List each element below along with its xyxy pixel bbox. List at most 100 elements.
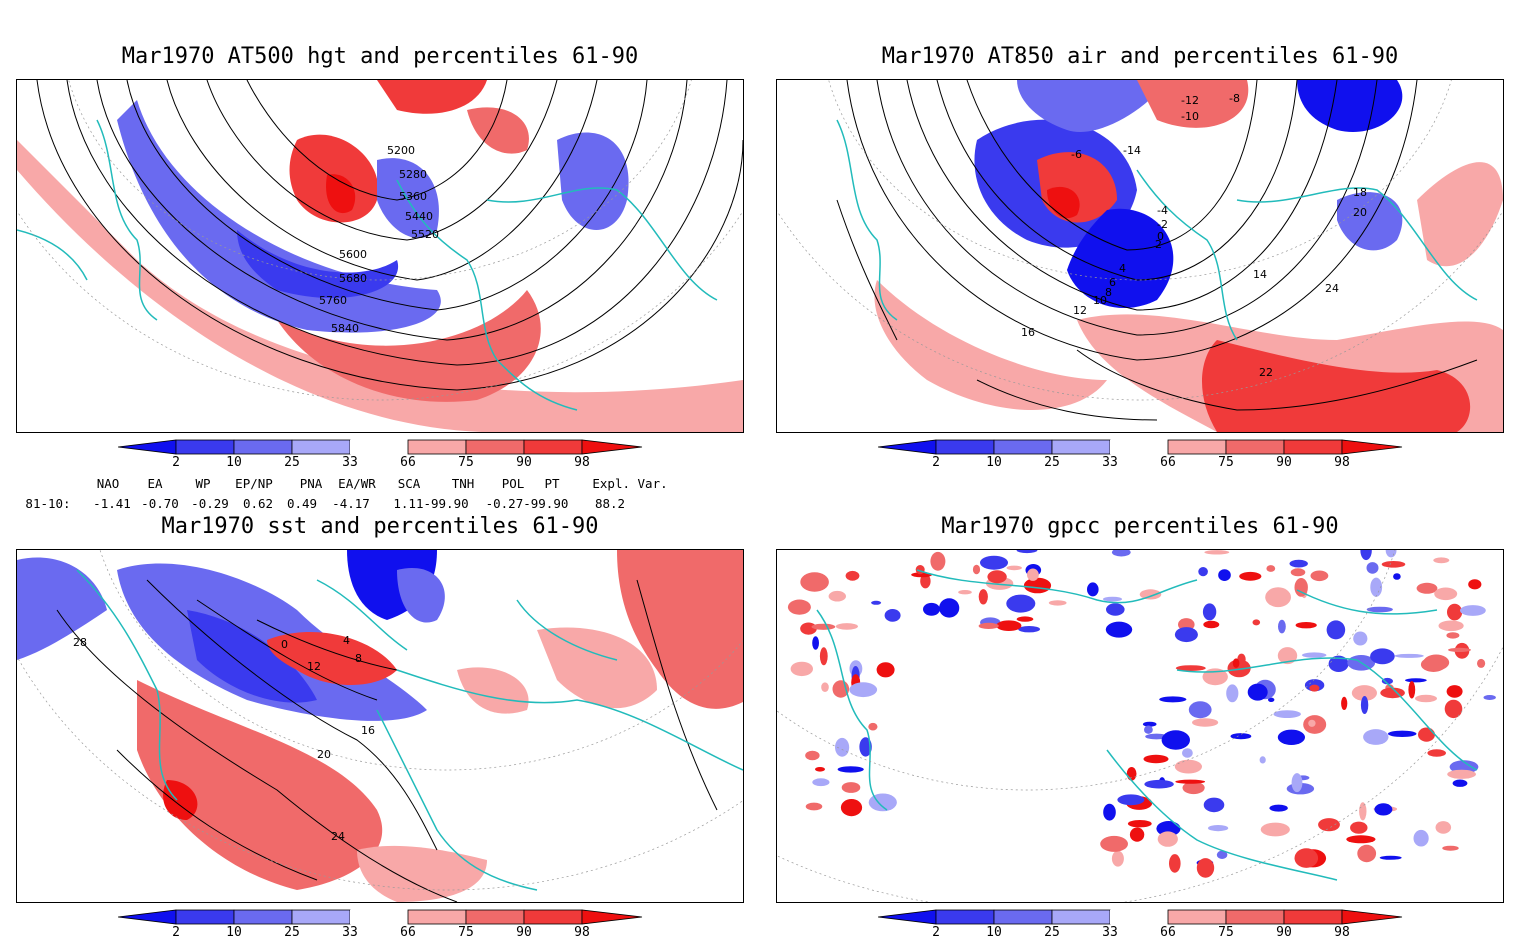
precip-anomaly-blob <box>1363 729 1389 745</box>
precip-anomaly-blob <box>1204 550 1230 555</box>
colorbar-tick-label: 10 <box>986 925 1002 940</box>
contour-label: 5600 <box>339 248 367 261</box>
colorbar-tick-label: 90 <box>516 925 532 940</box>
colorbar-segment <box>1110 440 1168 454</box>
precip-anomaly-blob <box>920 573 931 589</box>
contour-label: 12 <box>1073 304 1087 317</box>
colorbar-segment <box>1341 909 1403 925</box>
colorbar-segment <box>407 909 467 925</box>
precip-anomaly-blob <box>1216 850 1228 859</box>
coastlines <box>836 119 1478 341</box>
colorbar-segment <box>233 909 293 925</box>
precip-anomaly-blob <box>1156 821 1181 837</box>
precip-anomaly-blob <box>1290 568 1306 577</box>
precip-anomaly-blob <box>1006 594 1036 613</box>
colorbar-tick-label: 2 <box>172 925 180 940</box>
colorbar-segment <box>1167 439 1227 455</box>
colorbar-tick-label: 98 <box>1334 925 1350 940</box>
index-header: EP/NP <box>235 476 273 491</box>
contour-labels: 5200 5280 5360 5440 5520 5600 5680 5760 … <box>319 144 439 335</box>
colorbar-tick-label: 10 <box>986 455 1002 470</box>
precip-anomaly-blob <box>1360 550 1372 561</box>
precip-anomaly-blob <box>876 662 895 678</box>
contour-label: 10 <box>1093 294 1107 307</box>
precip-anomaly-blob <box>1175 779 1206 784</box>
colorbar-tick-label: 25 <box>1044 925 1060 940</box>
index-value: -4.17 <box>332 496 370 511</box>
precip-anomaly-blob <box>1192 718 1219 727</box>
index-header: PNA <box>299 476 323 491</box>
contour-label: 12 <box>307 660 321 673</box>
colorbar-segment <box>1051 909 1111 925</box>
precip-anomaly-blob <box>1328 655 1349 672</box>
map-panel-gpcc <box>776 549 1504 903</box>
precip-anomaly-blob <box>1103 803 1116 821</box>
contour-label: 5520 <box>411 228 439 241</box>
percentile-shading <box>17 550 743 902</box>
precip-anomaly-blob <box>1291 773 1303 793</box>
colorbar-segment <box>233 439 293 455</box>
precip-anomaly-blob <box>1446 685 1463 698</box>
contour-label: 5360 <box>399 190 427 203</box>
colorbar-segment <box>935 439 995 455</box>
precip-anomaly-blob <box>1269 804 1288 812</box>
contour-label: 0 <box>1157 230 1164 243</box>
precip-anomaly-blob <box>1182 781 1205 795</box>
colorbar-segment <box>1225 439 1285 455</box>
precip-anomaly-blob <box>1266 565 1276 572</box>
colorbar-tick-label: 98 <box>574 925 590 940</box>
contour-label: 0 <box>281 638 288 651</box>
map-graticule <box>777 550 1503 902</box>
precip-anomaly-blob <box>1268 697 1275 702</box>
colorbar-sst: 2 10 25 33 66 75 90 98 <box>117 909 644 940</box>
colorbar-tick-label: 2 <box>932 455 940 470</box>
precip-anomaly-blob <box>790 661 813 677</box>
precip-anomaly-blob <box>1111 550 1131 557</box>
precip-anomaly-blob <box>1435 821 1452 834</box>
precip-anomaly-blob <box>1413 829 1429 847</box>
colorbar-segment <box>465 439 525 455</box>
percentile-shading <box>787 550 1496 878</box>
precip-anomaly-blob <box>1405 678 1427 683</box>
precip-anomaly-blob <box>1460 605 1486 616</box>
panel-title-gpcc: Mar1970 gpcc percentiles 61-90 <box>941 514 1339 539</box>
contour-label: 28 <box>73 636 87 649</box>
precip-anomaly-blob <box>1387 730 1417 737</box>
colorbar-segment <box>1051 439 1111 455</box>
precip-anomaly-blob <box>1302 652 1327 658</box>
contour-label: -6 <box>1071 148 1082 161</box>
percentile-shading <box>874 80 1503 432</box>
colorbar-tick-label: 66 <box>1160 925 1176 940</box>
precip-anomaly-blob <box>828 590 846 602</box>
precip-anomaly-blob <box>1161 730 1190 750</box>
index-header: WP <box>195 476 211 491</box>
precip-anomaly-blob <box>1016 616 1034 622</box>
contour-label: 16 <box>361 724 375 737</box>
precip-anomaly-blob <box>1129 827 1145 842</box>
precip-anomaly-blob <box>821 682 829 692</box>
index-value: 0.62 <box>242 496 274 511</box>
precip-anomaly-blob <box>1442 845 1459 851</box>
colorbar-tick-label: 98 <box>1334 455 1350 470</box>
colorbar-tick-label: 66 <box>400 455 416 470</box>
colorbar-segment <box>523 909 583 925</box>
colorbar-tick-label: 10 <box>226 925 242 940</box>
index-header: NAO <box>96 476 120 491</box>
precip-anomaly-blob <box>1006 565 1022 571</box>
precip-anomaly-blob <box>1444 699 1463 719</box>
precip-anomaly-blob <box>1252 619 1261 626</box>
contour-label: -12 <box>1181 94 1199 107</box>
precip-anomaly-blob <box>1174 627 1198 643</box>
precip-anomaly-blob <box>1018 626 1040 633</box>
precip-anomaly-blob <box>1379 855 1402 860</box>
colorbar-segment <box>877 909 937 925</box>
colorbar-segment <box>465 909 525 925</box>
precip-anomaly-blob <box>1433 557 1450 564</box>
colorbar-segment <box>1225 909 1285 925</box>
colorbar-tick-label: 33 <box>342 925 358 940</box>
precip-anomaly-blob <box>1103 596 1122 602</box>
colorbar-segment <box>175 439 235 455</box>
precip-anomaly-blob <box>837 766 864 773</box>
precip-anomaly-blob <box>1259 756 1266 764</box>
contour-label: -10 <box>1181 110 1199 123</box>
